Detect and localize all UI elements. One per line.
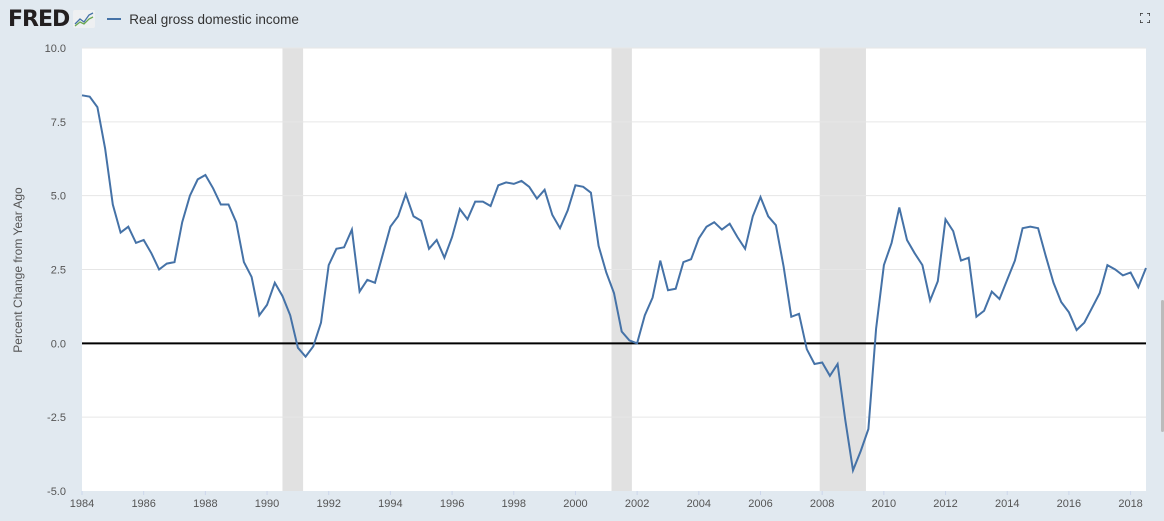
x-tick-label: 1984 <box>70 498 94 510</box>
y-tick-label: 10.0 <box>45 43 66 55</box>
fred-logo[interactable]: FRED <box>8 6 70 32</box>
y-tick-label: 0.0 <box>51 338 66 350</box>
x-tick-label: 2014 <box>995 498 1019 510</box>
y-tick-label: 5.0 <box>51 191 66 203</box>
x-tick-label: 2018 <box>1118 498 1142 510</box>
x-tick-label: 1994 <box>378 498 402 510</box>
x-tick-label: 2006 <box>748 498 772 510</box>
x-tick-label: 1990 <box>255 498 279 510</box>
chart-line-icon <box>73 10 96 28</box>
y-tick-label: -2.5 <box>47 412 66 424</box>
y-tick-label: 7.5 <box>51 117 66 129</box>
x-tick-label: 2004 <box>687 498 711 510</box>
y-axis-label: Percent Change from Year Ago <box>11 187 25 353</box>
x-tick-label: 1992 <box>316 498 340 510</box>
x-tick-label: 2008 <box>810 498 834 510</box>
chart-header: FRED Real gross domestic income <box>8 6 299 32</box>
y-tick-label: -5.0 <box>47 486 66 498</box>
x-tick-label: 2016 <box>1057 498 1081 510</box>
x-tick-label: 1998 <box>502 498 526 510</box>
legend-label: Real gross domestic income <box>129 11 299 27</box>
scrollbar[interactable] <box>1161 300 1164 432</box>
legend-item[interactable]: Real gross domestic income <box>107 12 299 27</box>
x-tick-label: 1988 <box>193 498 217 510</box>
series-line <box>81 94 1147 475</box>
x-tick-label: 1996 <box>440 498 464 510</box>
x-tick-label: 2002 <box>625 498 649 510</box>
x-tick-label: 2000 <box>563 498 587 510</box>
x-tick-label: 1986 <box>131 498 155 510</box>
x-tick-label: 2012 <box>933 498 957 510</box>
x-tick-label: 2010 <box>872 498 896 510</box>
legend-swatch <box>107 18 122 20</box>
y-tick-label: 2.5 <box>51 265 66 277</box>
